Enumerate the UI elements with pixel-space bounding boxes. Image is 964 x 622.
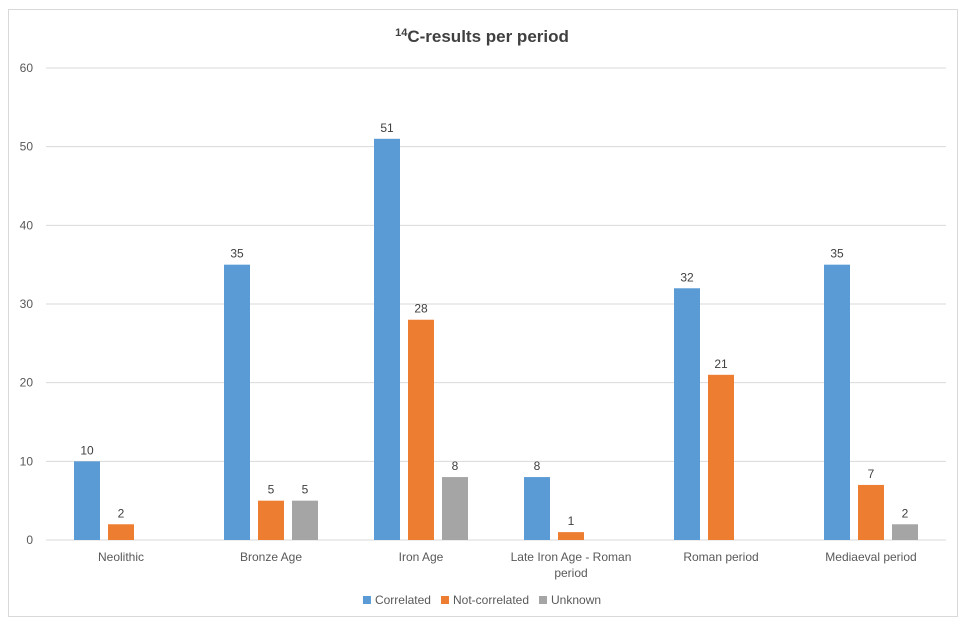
bar-not-correlated	[708, 374, 734, 540]
data-label: 32	[680, 270, 694, 284]
data-label: 2	[118, 506, 125, 520]
legend-swatch	[440, 596, 449, 604]
x-tick-label: Late Iron Age - Roman	[511, 550, 632, 564]
x-tick-label: Roman period	[683, 550, 758, 564]
x-tick-label: Iron Age	[399, 550, 444, 564]
bar-not-correlated	[258, 500, 284, 540]
legend-swatch	[362, 596, 371, 604]
bar-correlated	[524, 477, 550, 540]
y-tick-label: 30	[20, 297, 34, 311]
bar-not-correlated	[558, 532, 584, 540]
y-tick-label: 50	[20, 140, 34, 154]
labels-layer: 0 10 20 30 40 50 60 10 2 Neolithic 35 5 5 Bronze Age 5…	[20, 61, 917, 580]
bar-unknown	[292, 500, 318, 540]
y-tick-label: 0	[26, 533, 33, 547]
bar-unknown	[442, 477, 468, 540]
data-label: 5	[268, 483, 275, 497]
data-label: 8	[452, 459, 459, 473]
legend-label: Not-correlated	[453, 593, 529, 607]
chart-frame	[8, 9, 958, 617]
bar-not-correlated	[108, 524, 134, 540]
chart-title: 14C-results per period	[395, 27, 569, 46]
data-label: 51	[380, 121, 394, 135]
bar-not-correlated	[858, 484, 884, 540]
bar-correlated	[74, 461, 100, 540]
y-tick-label: 60	[20, 61, 34, 75]
data-label: 7	[868, 467, 875, 481]
x-tick-label: period	[554, 566, 587, 580]
x-tick-label: Bronze Age	[240, 550, 302, 564]
y-tick-label: 10	[20, 454, 34, 468]
data-label: 10	[80, 443, 94, 457]
bar-not-correlated	[408, 319, 434, 540]
legend: Correlated Not-correlated Unknown	[362, 593, 601, 607]
data-label: 21	[714, 357, 728, 371]
chart-title-superscript: 14	[395, 27, 408, 39]
bar-correlated	[824, 264, 850, 540]
bar-correlated	[374, 138, 400, 541]
chart-title-main: C-results per period	[407, 27, 569, 46]
data-label: 28	[414, 302, 428, 316]
data-label: 35	[230, 247, 244, 261]
y-tick-label: 40	[20, 218, 34, 232]
data-label: 2	[902, 506, 909, 520]
legend-swatch	[539, 596, 548, 604]
grid-layer	[46, 67, 946, 541]
legend-label: Correlated	[375, 593, 431, 607]
x-tick-label: Mediaeval period	[825, 550, 916, 564]
y-tick-label: 20	[20, 376, 34, 390]
data-label: 35	[830, 247, 844, 261]
x-tick-label: Neolithic	[98, 550, 144, 564]
bar-correlated	[674, 288, 700, 540]
data-label: 5	[302, 483, 309, 497]
bar-correlated	[224, 264, 250, 540]
bar-unknown	[892, 524, 918, 540]
legend-label: Unknown	[551, 593, 601, 607]
bars-layer	[74, 138, 918, 541]
data-label: 1	[568, 514, 575, 528]
data-label: 8	[534, 459, 541, 473]
